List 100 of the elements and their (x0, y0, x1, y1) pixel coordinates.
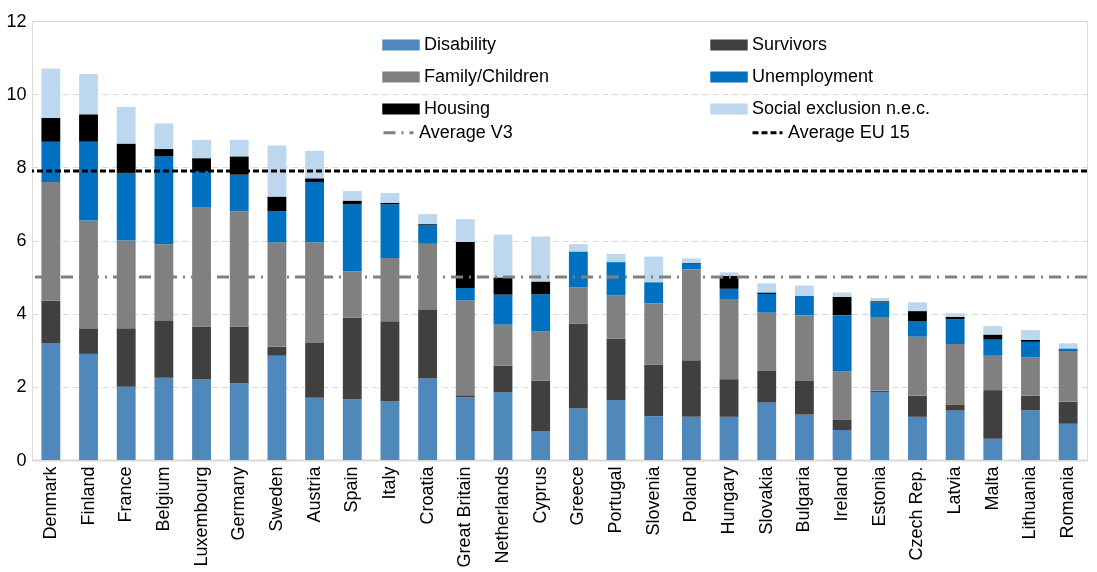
y-tick-label: 8 (16, 156, 27, 177)
bar (606, 400, 626, 460)
legend-label: Average V3 (419, 121, 513, 142)
bar (229, 139, 249, 157)
bar (79, 74, 98, 115)
bar (1058, 343, 1078, 349)
bar (229, 383, 249, 460)
bar (267, 211, 287, 243)
bar (1058, 401, 1078, 424)
bar (455, 395, 475, 398)
bar (229, 326, 249, 384)
bar (455, 300, 475, 396)
y-tick-label: 6 (16, 230, 27, 250)
bar (568, 244, 588, 252)
bar (757, 283, 777, 293)
legend-label: Social exclusion n.e.c. (752, 98, 931, 118)
bar (493, 324, 513, 366)
bar (531, 236, 551, 282)
bar (644, 416, 664, 460)
bar (154, 377, 174, 460)
legend-label: Housing (424, 98, 491, 118)
bar (908, 311, 927, 321)
bar (192, 170, 211, 208)
bar (531, 281, 551, 295)
x-tick-label: Germany (228, 466, 249, 541)
bar (342, 399, 362, 460)
bar (531, 294, 551, 332)
bar (832, 315, 852, 372)
bar (870, 316, 890, 391)
bar (455, 241, 475, 289)
bar (116, 328, 136, 387)
bar (305, 397, 325, 460)
bar (116, 106, 136, 144)
x-tick-label: Bulgaria (793, 465, 814, 533)
bar (229, 174, 249, 212)
bar (606, 254, 626, 263)
bar (1021, 357, 1040, 396)
x-tick-label: Romania (1057, 465, 1078, 539)
bar (832, 371, 852, 420)
bar (794, 295, 814, 316)
bar (945, 319, 965, 345)
bar (1021, 330, 1040, 341)
bar (983, 355, 1003, 391)
bar (681, 258, 701, 263)
bar (719, 272, 739, 276)
bar (644, 256, 664, 283)
bar (908, 336, 927, 396)
bar (757, 370, 777, 403)
bar (41, 300, 61, 343)
bar (380, 192, 400, 203)
x-tick-label: Poland (680, 466, 701, 523)
x-tick-label: Belgium (152, 466, 173, 532)
bar (832, 296, 852, 316)
bar (794, 315, 814, 381)
bar (455, 288, 475, 301)
bar (267, 346, 287, 356)
x-tick-label: Cyprus (529, 466, 550, 524)
bar (719, 275, 739, 289)
bar (267, 196, 287, 212)
x-tick-label: Slovenia (642, 465, 663, 536)
bar (719, 299, 739, 380)
bar (568, 251, 588, 288)
bar (1058, 423, 1078, 460)
bar (757, 293, 777, 313)
bar (305, 178, 325, 182)
bar (870, 297, 890, 302)
legend-label: Disability (424, 34, 497, 54)
bar (192, 139, 211, 159)
bar (983, 334, 1003, 340)
x-tick-label: Netherlands (491, 466, 512, 564)
bar (154, 123, 174, 150)
y-tick-label: 2 (16, 376, 27, 397)
x-tick-label: Croatia (416, 465, 437, 525)
x-tick-label: Greece (567, 466, 588, 526)
bar (983, 339, 1003, 356)
x-tick-label: Ireland (831, 466, 852, 522)
bar (794, 414, 814, 460)
bar (606, 295, 626, 339)
bar (794, 285, 814, 296)
bar (41, 68, 61, 118)
bar (418, 214, 438, 225)
bar (568, 323, 588, 409)
x-tick-label: Latvia (944, 465, 965, 515)
bar (116, 172, 136, 241)
x-tick-label: Austria (303, 465, 324, 523)
bar (945, 410, 965, 460)
bar (794, 380, 814, 415)
bar (79, 141, 98, 221)
bar (418, 378, 438, 460)
bar (908, 320, 927, 337)
x-tick-label: Estonia (868, 465, 889, 527)
bar (380, 401, 400, 460)
bar (908, 395, 927, 417)
bar (719, 379, 739, 417)
y-tick-label: 4 (16, 303, 27, 324)
y-tick-label: 0 (16, 449, 27, 470)
bar (267, 145, 287, 197)
bar (41, 342, 61, 460)
bar (719, 288, 739, 300)
bar (531, 431, 551, 460)
